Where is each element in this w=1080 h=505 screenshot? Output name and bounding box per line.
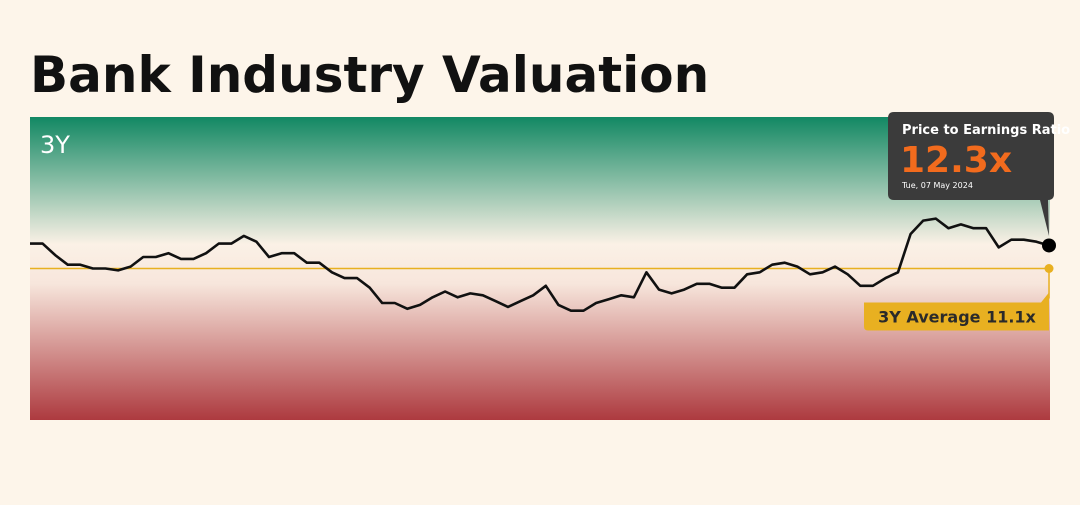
tooltip-box: [888, 112, 1054, 236]
tooltip-date: Tue, 07 May 2024: [901, 181, 973, 190]
period-label: 3Y: [40, 131, 70, 159]
chart-title: Bank Industry Valuation: [30, 46, 709, 104]
average-label-notch: [1041, 292, 1049, 303]
tooltip-value: 12.3x: [900, 140, 1012, 181]
average-label: 3Y Average 11.1x: [878, 308, 1036, 327]
marks: 3Y Average 11.1x: [30, 217, 1056, 331]
overlay: Price to Earnings Ratio 12.3x Tue, 07 Ma…: [888, 112, 1070, 236]
tooltip-title: Price to Earnings Ratio: [902, 123, 1070, 138]
average-label-box: [864, 302, 1049, 331]
latest-point: [1042, 238, 1056, 253]
series-line: [30, 217, 1050, 312]
